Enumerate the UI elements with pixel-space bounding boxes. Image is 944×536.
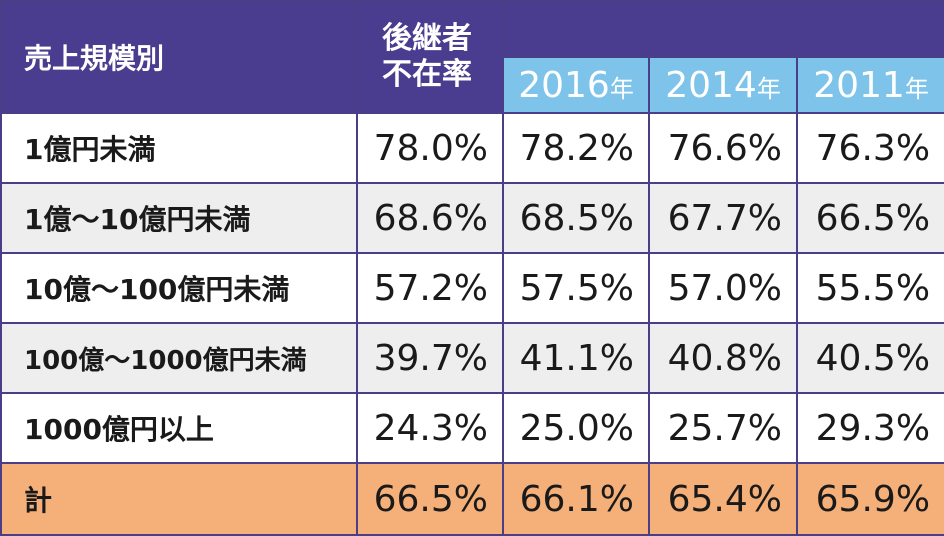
cell-2016: 68.5% [502,182,650,254]
cell-2014: 76.6% [648,112,798,184]
cell-2011: 29.3% [795,392,944,464]
header-rate: 後継者 不在率 [356,0,504,114]
year-suffix: 年 [609,74,634,103]
cell-rate: 24.3% [356,392,504,464]
header-top-band [501,0,944,58]
total-row: 計 66.5% 66.1% 65.4% 65.9% [0,462,944,536]
cell-rate: 78.0% [356,112,504,184]
year-value: 2011 [813,64,905,106]
header-rate-line1: 後継者 [382,21,472,56]
cell-2014: 57.0% [648,252,798,324]
table-row: 10億～100億円未満 57.2% 57.5% 57.0% 55.5% [0,252,944,324]
year-suffix: 年 [904,74,929,103]
table-row: 1000億円以上 24.3% 25.0% 25.7% 29.3% [0,392,944,464]
cell-2016: 41.1% [502,322,650,394]
row-label: 1億円未満 [0,112,358,184]
row-label: 10億～100億円未満 [0,252,358,324]
header-category: 売上規模別 [0,0,358,114]
total-label: 計 [0,462,358,536]
cell-rate: 68.6% [356,182,504,254]
cell-2014: 40.8% [648,322,798,394]
cell-2016: 25.0% [502,392,650,464]
cell-2014: 67.7% [648,182,798,254]
year-suffix: 年 [756,74,781,103]
cell-2014: 25.7% [648,392,798,464]
cell-2016: 57.5% [502,252,650,324]
cell-2011: 40.5% [795,322,944,394]
cell-2011: 66.5% [795,182,944,254]
row-label: 100億～1000億円未満 [0,322,358,394]
table-row: 1億～10億円未満 68.6% 68.5% 67.7% 66.5% [0,182,944,254]
year-value: 2016 [518,64,610,106]
header-year-2016: 2016年 [502,56,650,114]
cell-rate: 66.5% [356,462,504,536]
row-label: 1億～10億円未満 [0,182,358,254]
cell-2016: 66.1% [502,462,650,536]
header-rate-line2: 不在率 [382,57,472,92]
cell-2011: 55.5% [795,252,944,324]
cell-2011: 65.9% [795,462,944,536]
cell-2011: 76.3% [795,112,944,184]
cell-2014: 65.4% [648,462,798,536]
cell-2016: 78.2% [502,112,650,184]
year-value: 2014 [665,64,757,106]
cell-rate: 39.7% [356,322,504,394]
header-year-2011: 2011年 [795,56,944,114]
table-row: 1億円未満 78.0% 78.2% 76.6% 76.3% [0,112,944,184]
cell-rate: 57.2% [356,252,504,324]
table-row: 100億～1000億円未満 39.7% 41.1% 40.8% 40.5% [0,322,944,394]
row-label: 1000億円以上 [0,392,358,464]
header-year-2014: 2014年 [648,56,798,114]
